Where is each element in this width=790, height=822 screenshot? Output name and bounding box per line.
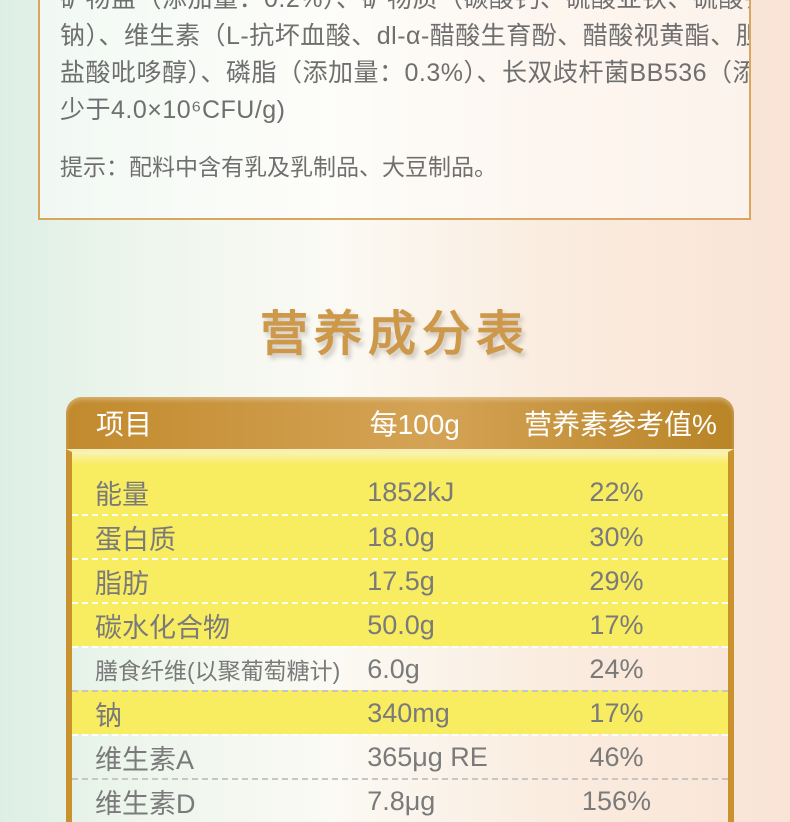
- ingredient-line: 盐酸吡哆醇）、磷脂（添加量：0.3%）、长双歧杆菌BB536（添加量：不: [60, 59, 749, 87]
- ingredients-paragraph: 矿物盐（添加量：0.2%）、矿物质（碳酸钙、硫酸亚铁、硫酸锌、亚硒酸 钠）、维生…: [60, 0, 749, 129]
- header-cell-per100g: 每100g: [369, 409, 460, 440]
- table-row: 碳水化合物 50.0g 17%: [72, 602, 728, 646]
- allergen-note: 提示：配料中含有乳及乳制品、大豆制品。: [60, 154, 497, 180]
- table-row: 钠 340mg 17%: [72, 690, 728, 734]
- table-row: 膳食纤维(以聚葡萄糖计) 6.0g 24%: [72, 646, 728, 690]
- nutrition-table: 项目 每100g 营养素参考值% 能量 1852kJ 22% 蛋白质 18.0g…: [66, 397, 734, 822]
- table-body: 能量 1852kJ 22% 蛋白质 18.0g 30% 脂肪 17.5g 29%…: [66, 449, 734, 822]
- row-value-cell: 17.5g: [367, 565, 435, 596]
- header-cell-item: 项目: [96, 409, 153, 440]
- row-nrv-cell: 46%: [589, 741, 644, 772]
- row-nrv-cell: 17%: [589, 609, 644, 640]
- row-name-cell: 膳食纤维(以聚葡萄糖计): [95, 658, 341, 684]
- table-row: 维生素D 7.8μg 156%: [72, 778, 728, 822]
- table-row: 蛋白质 18.0g 30%: [72, 514, 728, 558]
- table-row: 维生素A 365μg RE 46%: [72, 734, 728, 778]
- table-header: 项目 每100g 营养素参考值%: [66, 397, 734, 449]
- header-cell-nrv: 营养素参考值%: [523, 409, 717, 440]
- table-body-top-strip: [72, 452, 728, 470]
- row-name-cell: 维生素A: [95, 744, 195, 775]
- ingredient-line: 钠）、维生素（L-抗坏血酸、dl-α-醋酸生育酚、醋酸视黄酯、胆钙化醇、: [60, 22, 749, 50]
- row-name-cell: 脂肪: [95, 568, 149, 599]
- row-name-cell: 钠: [95, 700, 122, 731]
- row-value-cell: 6.0g: [367, 653, 420, 684]
- row-value-cell: 18.0g: [367, 521, 435, 552]
- row-name-cell: 能量: [95, 479, 149, 510]
- row-value-cell: 1852kJ: [367, 476, 455, 507]
- row-name-cell: 维生素D: [95, 788, 196, 819]
- row-name-cell: 碳水化合物: [95, 612, 230, 643]
- row-nrv-cell: 30%: [589, 521, 644, 552]
- row-value-cell: 340mg: [367, 697, 450, 728]
- row-value-cell: 50.0g: [367, 609, 435, 640]
- nutrition-title: 营养成分表: [259, 308, 530, 361]
- row-name-cell: 蛋白质: [95, 524, 176, 555]
- ingredient-line: 少于4.0×10⁶CFU/g): [60, 96, 286, 124]
- row-nrv-cell: 24%: [589, 653, 644, 684]
- row-nrv-cell: 17%: [589, 697, 644, 728]
- ingredients-box: 矿物盐（添加量：0.2%）、矿物质（碳酸钙、硫酸亚铁、硫酸锌、亚硒酸 钠）、维生…: [38, 0, 751, 220]
- row-nrv-cell: 22%: [589, 476, 644, 507]
- table-row: 脂肪 17.5g 29%: [72, 558, 728, 602]
- table-row: 能量 1852kJ 22%: [72, 470, 728, 514]
- ingredient-line: 矿物盐（添加量：0.2%）、矿物质（碳酸钙、硫酸亚铁、硫酸锌、亚硒酸: [60, 0, 749, 18]
- row-value-cell: 365μg RE: [367, 741, 488, 772]
- row-value-cell: 7.8μg: [367, 785, 436, 816]
- row-nrv-cell: 156%: [581, 785, 651, 816]
- row-nrv-cell: 29%: [589, 565, 644, 596]
